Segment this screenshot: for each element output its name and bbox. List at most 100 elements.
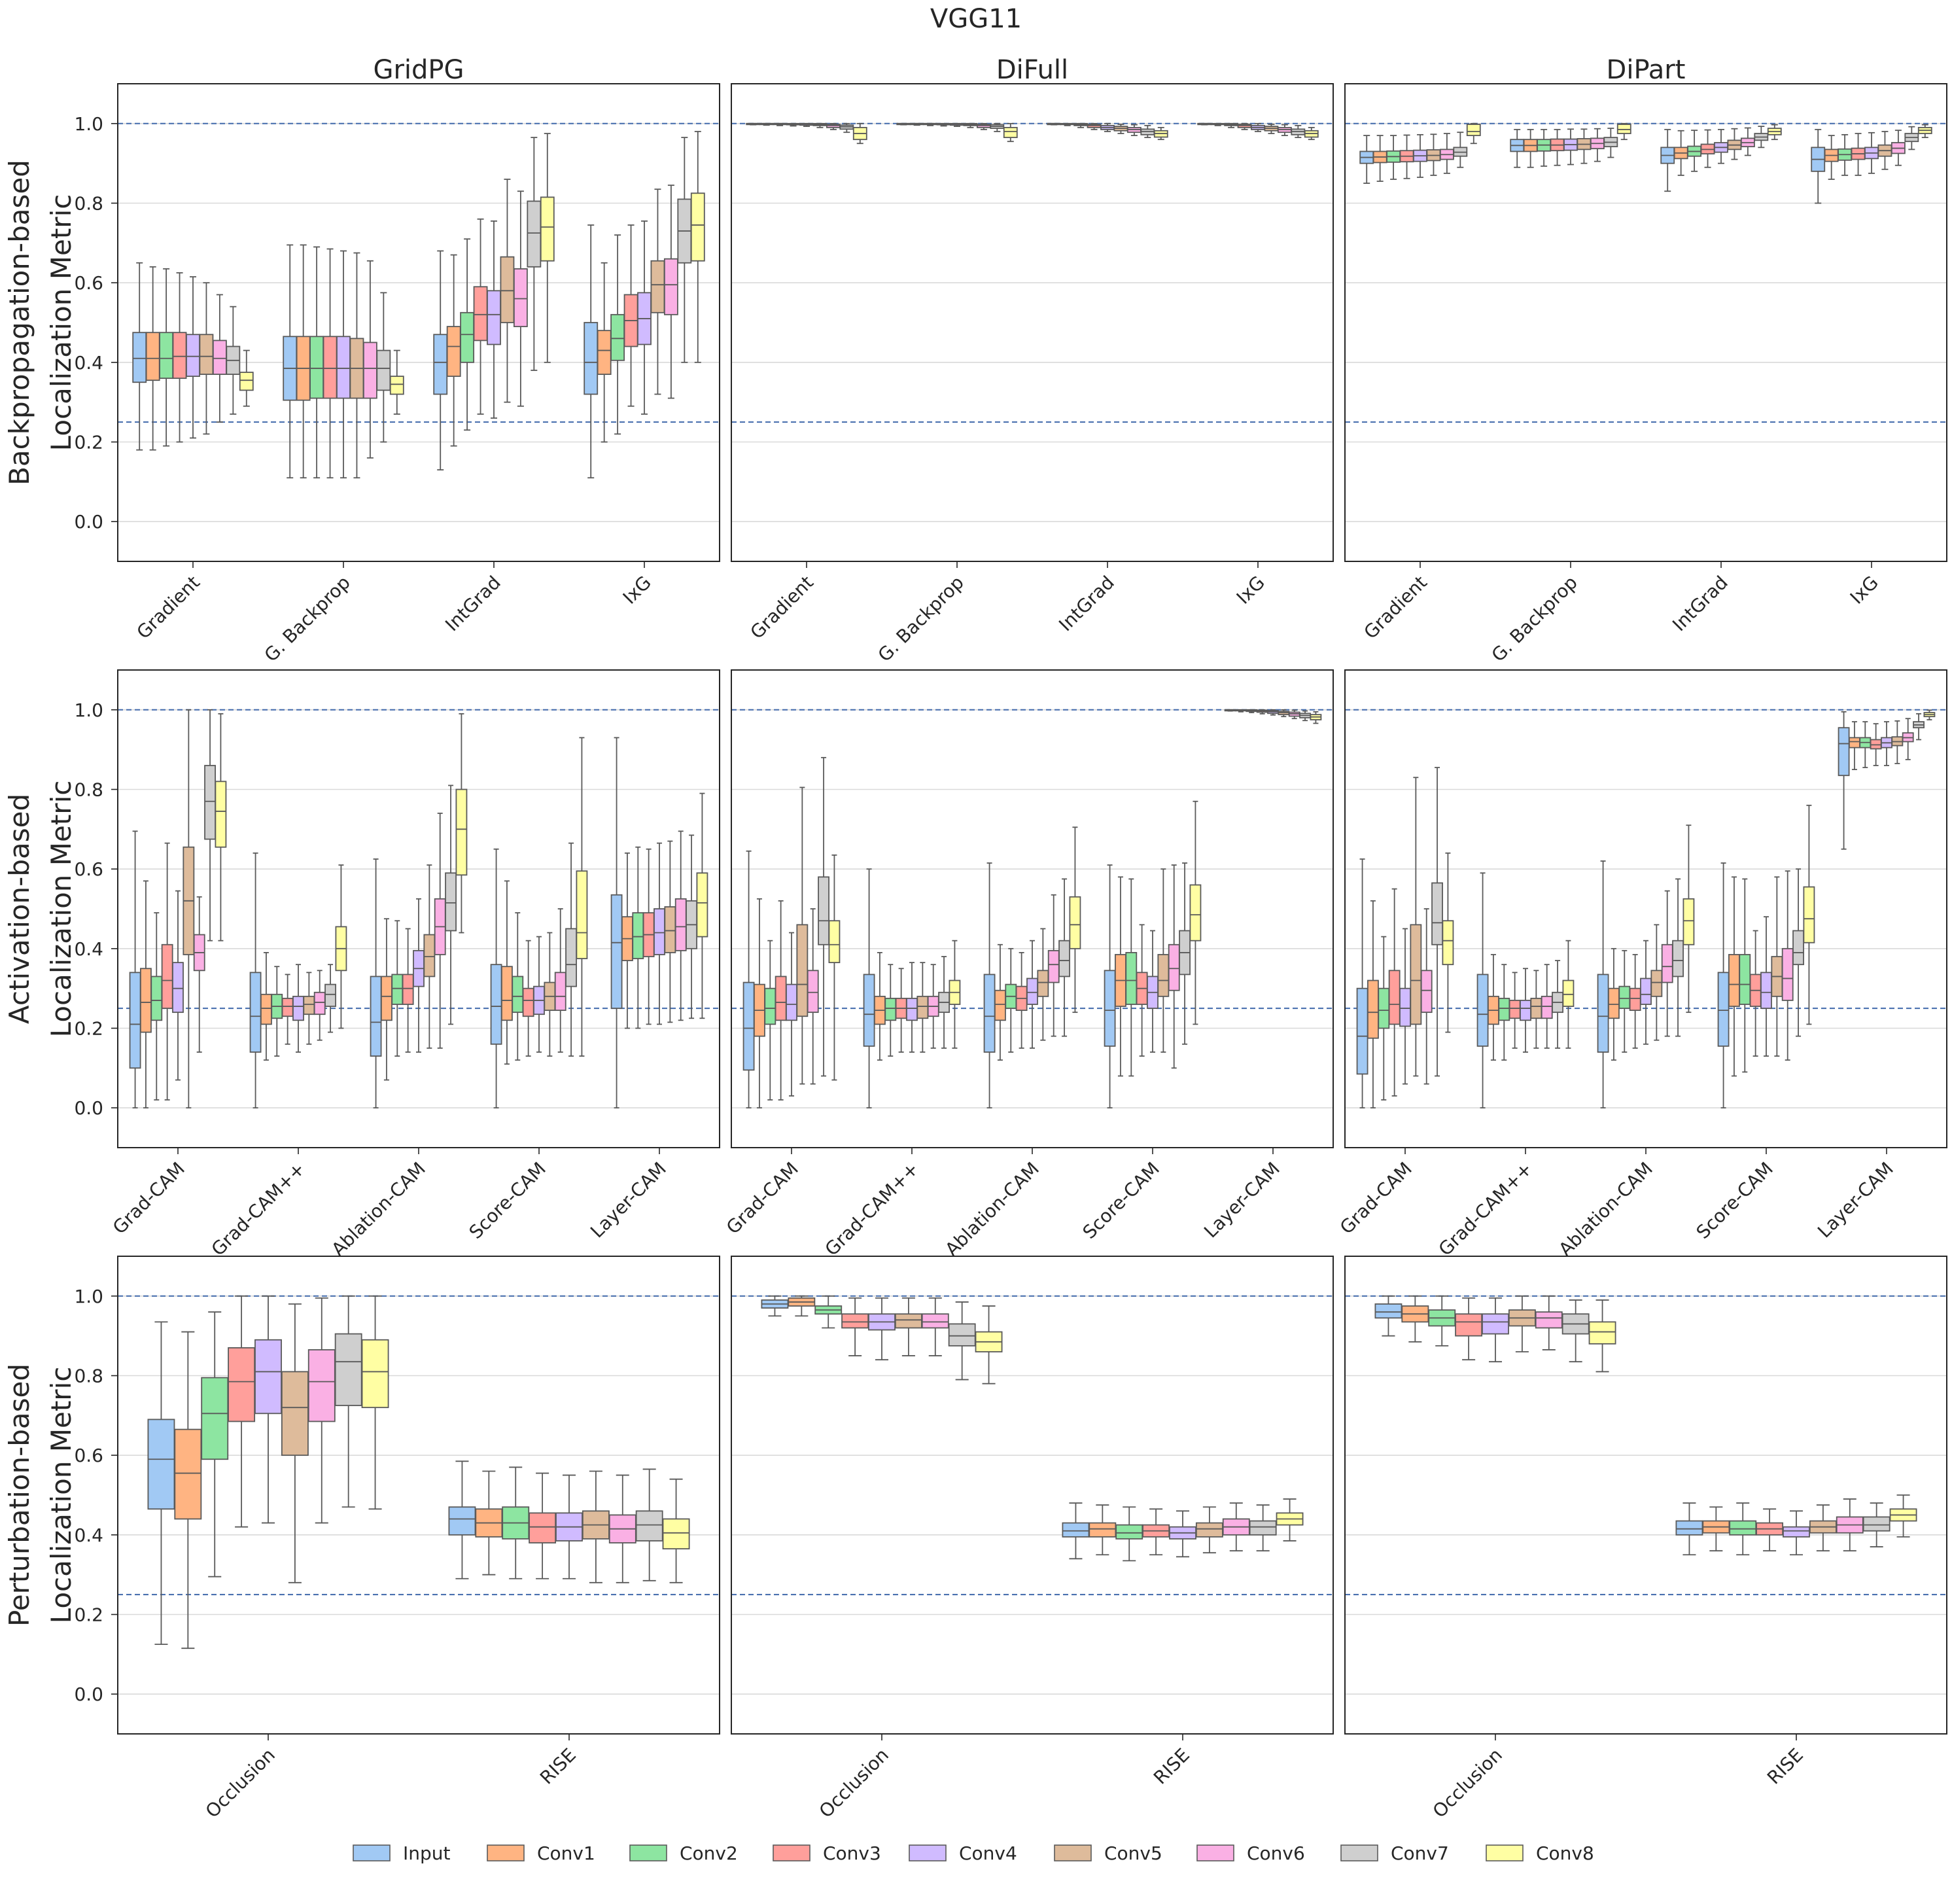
box-iqr [215, 781, 227, 848]
box-conv7 [204, 709, 216, 942]
row-label-line1: Perturbation-based [3, 1364, 35, 1627]
box-conv8 [1466, 122, 1481, 145]
box-iqr [1367, 979, 1379, 1039]
box-iqr [1629, 987, 1641, 1012]
box-conv4 [1520, 968, 1531, 1053]
box-conv1 [260, 952, 272, 1061]
box-conv8 [690, 131, 705, 363]
box-iqr [249, 972, 262, 1053]
box-conv7 [1299, 710, 1311, 722]
box-iqr [239, 372, 254, 391]
box-conv7 [1792, 868, 1804, 1037]
x-tick-label: IxG [619, 572, 655, 608]
box-iqr [1862, 1516, 1891, 1532]
y-tick-label: 0.8 [74, 1366, 103, 1387]
box-iqr [610, 313, 625, 361]
box-iqr [129, 972, 141, 1069]
box-conv5 [1650, 924, 1663, 1041]
box-input [761, 1295, 789, 1317]
panel-frame [1344, 83, 1947, 562]
box-conv8 [1917, 124, 1932, 139]
box-conv8 [1682, 824, 1695, 1014]
box-conv3 [1015, 952, 1028, 1049]
box-conv2 [1005, 947, 1017, 1053]
box-iqr [584, 322, 599, 395]
box-input [1717, 862, 1730, 1109]
box-input [742, 850, 755, 1109]
box-conv6 [1541, 964, 1553, 1049]
box-conv1 [1367, 900, 1379, 1109]
box-conv4 [906, 962, 918, 1053]
box-conv4 [336, 250, 351, 479]
box-conv8 [1069, 826, 1081, 1014]
box-conv7 [938, 956, 950, 1049]
box-iqr [500, 256, 515, 323]
box-conv4 [868, 1297, 896, 1361]
box-conv3 [642, 848, 655, 1025]
box-iqr [1356, 987, 1368, 1075]
box-conv7 [1249, 1504, 1277, 1552]
box-conv1 [1728, 876, 1740, 1077]
panel-frame [117, 83, 720, 562]
box-conv5 [1157, 868, 1170, 1053]
box-conv5 [1508, 1295, 1536, 1352]
box-conv8 [1310, 711, 1322, 724]
box-conv6 [1661, 890, 1673, 1037]
box-conv5 [1410, 777, 1422, 1077]
x-tick-label: Occlusion [201, 1744, 279, 1822]
box-iqr [361, 1339, 389, 1409]
box-conv5 [812, 122, 828, 128]
box-iqr [1640, 978, 1652, 1005]
box-iqr [664, 906, 676, 953]
box-iqr [1508, 1000, 1521, 1019]
box-conv5 [664, 840, 676, 1023]
box-conv2 [159, 268, 174, 447]
box-conv7 [376, 292, 391, 443]
box-iqr [186, 334, 200, 378]
box-iqr [807, 970, 819, 1014]
x-tick-label: Grad-CAM [1336, 1158, 1416, 1239]
box-iqr [1870, 739, 1882, 750]
box-conv1 [381, 918, 392, 1081]
box-iqr [663, 258, 678, 315]
y-tick-label: 1.0 [74, 1286, 103, 1307]
box-iqr [1374, 1303, 1403, 1319]
box-conv5 [199, 282, 214, 435]
box-conv6 [1836, 1498, 1864, 1552]
legend-swatch [1340, 1844, 1378, 1861]
box-conv3 [1756, 1508, 1784, 1552]
box-iqr [1069, 896, 1081, 949]
box-conv6 [434, 813, 446, 1049]
row-label-line1: Activation-based [3, 794, 35, 1024]
box-iqr [1410, 924, 1422, 1025]
box-conv2 [201, 1311, 229, 1578]
box-conv5 [544, 932, 556, 1057]
box-conv7 [527, 137, 542, 371]
box-conv8 [1276, 1498, 1304, 1542]
x-tick-label: IntGrad [1054, 572, 1119, 636]
box-conv3 [529, 1472, 557, 1579]
x-tick-label: Occlusion [1429, 1744, 1507, 1822]
box-iqr [201, 1377, 229, 1460]
box-conv2 [764, 940, 776, 1101]
box-conv4 [637, 220, 652, 415]
box-conv2 [1386, 135, 1401, 180]
box-conv1 [759, 122, 774, 126]
box-iqr [433, 334, 448, 395]
box-iqr [1003, 127, 1018, 139]
box-conv7 [1561, 1299, 1590, 1363]
box-conv3 [895, 968, 907, 1053]
x-tick-label: Gradient [1359, 572, 1431, 644]
box-conv8 [852, 122, 867, 145]
box-iqr [1455, 1313, 1483, 1337]
legend-label: Conv5 [1104, 1842, 1162, 1864]
box-conv3 [402, 928, 414, 1053]
box-conv7 [839, 122, 854, 133]
box-conv2 [460, 238, 475, 431]
box-conv4 [1881, 721, 1892, 766]
box-conv2 [309, 246, 324, 479]
box-conv3 [1629, 954, 1641, 1049]
box-conv6 [212, 294, 227, 423]
box-iqr [147, 1419, 175, 1510]
y-tick-label: 0.8 [74, 193, 103, 215]
